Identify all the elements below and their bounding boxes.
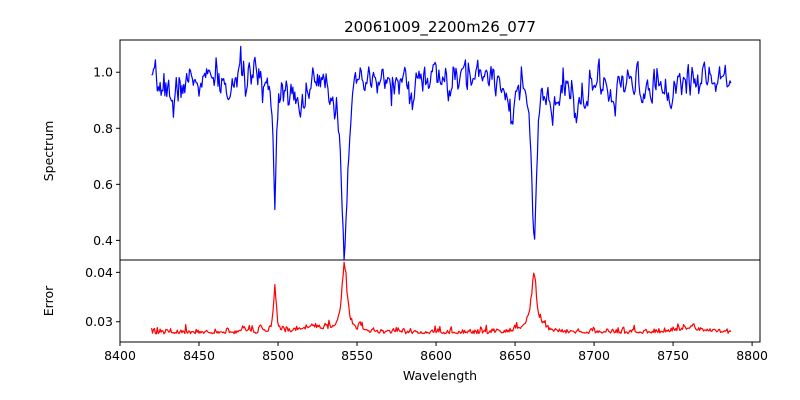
x-tick-label: 8700 <box>578 348 610 363</box>
x-tick-label: 8750 <box>657 348 689 363</box>
x-tick-label: 8400 <box>104 348 136 363</box>
x-tick-label: 8800 <box>736 348 768 363</box>
spectrum-line <box>151 45 732 261</box>
spectrum-y-ticks: 0.4 0.6 0.8 1.0 <box>93 65 120 248</box>
error-y-ticks: 0.03 0.04 <box>85 265 120 329</box>
spectrum-y-tick-label: 1.0 <box>93 65 113 80</box>
spectrum-y-axis-label: Spectrum <box>41 121 56 182</box>
x-tick-label: 8650 <box>499 348 531 363</box>
error-line <box>151 261 732 335</box>
error-y-tick-label: 0.03 <box>85 314 113 329</box>
x-tick-label: 8550 <box>341 348 373 363</box>
spectrum-y-tick-label: 0.8 <box>93 121 113 136</box>
error-plot-frame <box>119 259 761 343</box>
error-x-ticks: 8400 8450 8500 8550 8600 8650 8700 8750 8800 <box>104 342 768 363</box>
x-tick-label: 8450 <box>183 348 215 363</box>
error-panel: 0.03 0.04 8400 8450 8500 8550 8600 8650 8700 875… <box>41 259 768 383</box>
error-y-tick-label: 0.04 <box>85 265 113 280</box>
spectrum-y-tick-label: 0.4 <box>93 233 113 248</box>
spectrum-y-tick-label: 0.6 <box>93 177 113 192</box>
figure-title: 20061009_2200m26_077 <box>344 18 536 37</box>
error-y-axis-label: Error <box>41 285 56 316</box>
x-axis-label: Wavelength <box>403 368 477 383</box>
x-tick-label: 8600 <box>420 348 452 363</box>
x-tick-label: 8500 <box>262 348 294 363</box>
